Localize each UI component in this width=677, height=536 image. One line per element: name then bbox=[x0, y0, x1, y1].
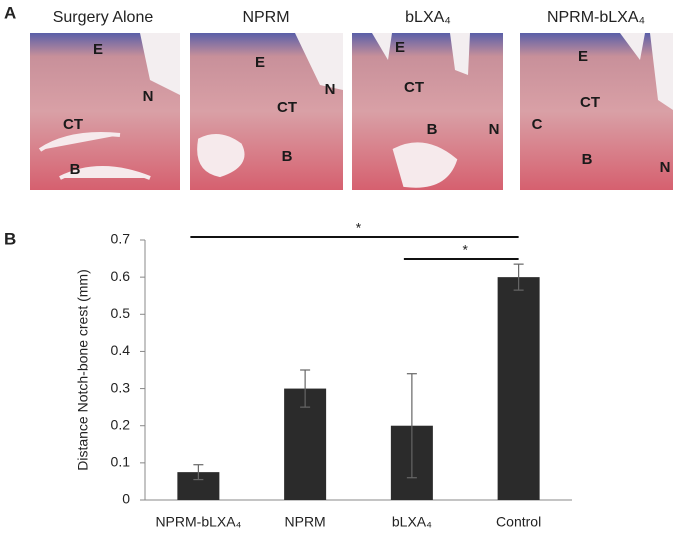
y-tick-label: 0.5 bbox=[111, 305, 131, 321]
image-label: CT bbox=[63, 116, 83, 133]
image-label: B bbox=[582, 151, 593, 168]
image-label: C bbox=[532, 116, 543, 133]
error-bar bbox=[406, 373, 417, 479]
y-tick-label: 0.7 bbox=[111, 231, 131, 247]
y-tick-label: 0.6 bbox=[111, 268, 131, 284]
image-label: E bbox=[395, 39, 405, 56]
x-tick-label: bLXA₄ bbox=[392, 514, 432, 530]
significance-label: * bbox=[463, 242, 469, 258]
error-bar bbox=[513, 263, 524, 291]
panel-title: NPRM-bLXA₄ bbox=[547, 9, 645, 26]
image-label: E bbox=[93, 41, 103, 58]
image-label: N bbox=[660, 159, 671, 176]
significance-label: * bbox=[356, 220, 362, 236]
image-label: B bbox=[427, 121, 438, 138]
histology-panels bbox=[30, 33, 673, 190]
image-label: CT bbox=[580, 94, 600, 111]
image-label: N bbox=[325, 81, 336, 98]
x-tick-label: NPRM bbox=[285, 514, 326, 530]
image-label: B bbox=[70, 161, 81, 178]
panel-letter: A bbox=[4, 3, 16, 22]
image-label: E bbox=[255, 54, 265, 71]
image-label: B bbox=[282, 148, 293, 165]
y-tick-label: 0 bbox=[122, 491, 130, 507]
x-tick-label: NPRM-bLXA₄ bbox=[155, 514, 241, 530]
bar bbox=[497, 277, 540, 500]
y-tick-label: 0.1 bbox=[111, 454, 131, 470]
image-label: E bbox=[578, 48, 588, 65]
y-tick-label: 0.4 bbox=[111, 342, 131, 358]
panel-letter: B bbox=[4, 229, 16, 248]
error-bar bbox=[300, 369, 311, 408]
x-tick-label: Control bbox=[496, 514, 541, 530]
panel-title: bLXA₄ bbox=[405, 9, 451, 26]
y-tick-label: 0.3 bbox=[111, 379, 131, 395]
image-label: CT bbox=[404, 79, 424, 96]
image-label: N bbox=[143, 88, 154, 105]
image-label: CT bbox=[277, 99, 297, 116]
histology-image bbox=[520, 33, 673, 190]
panel-title: Surgery Alone bbox=[53, 9, 154, 26]
y-tick-label: 0.2 bbox=[111, 416, 131, 432]
bone-space bbox=[38, 132, 458, 188]
panel-title: NPRM bbox=[242, 9, 289, 26]
image-label: N bbox=[489, 121, 500, 138]
error-bar bbox=[193, 464, 204, 481]
bar-chart: 0 0.1 0.2 0.3 0.4 0.5 0.6 0.7 NPRM-bLXA₄ NPRM bLXA… bbox=[111, 220, 572, 530]
y-axis-label: Distance Notch-bone crest (mm) bbox=[75, 269, 91, 471]
